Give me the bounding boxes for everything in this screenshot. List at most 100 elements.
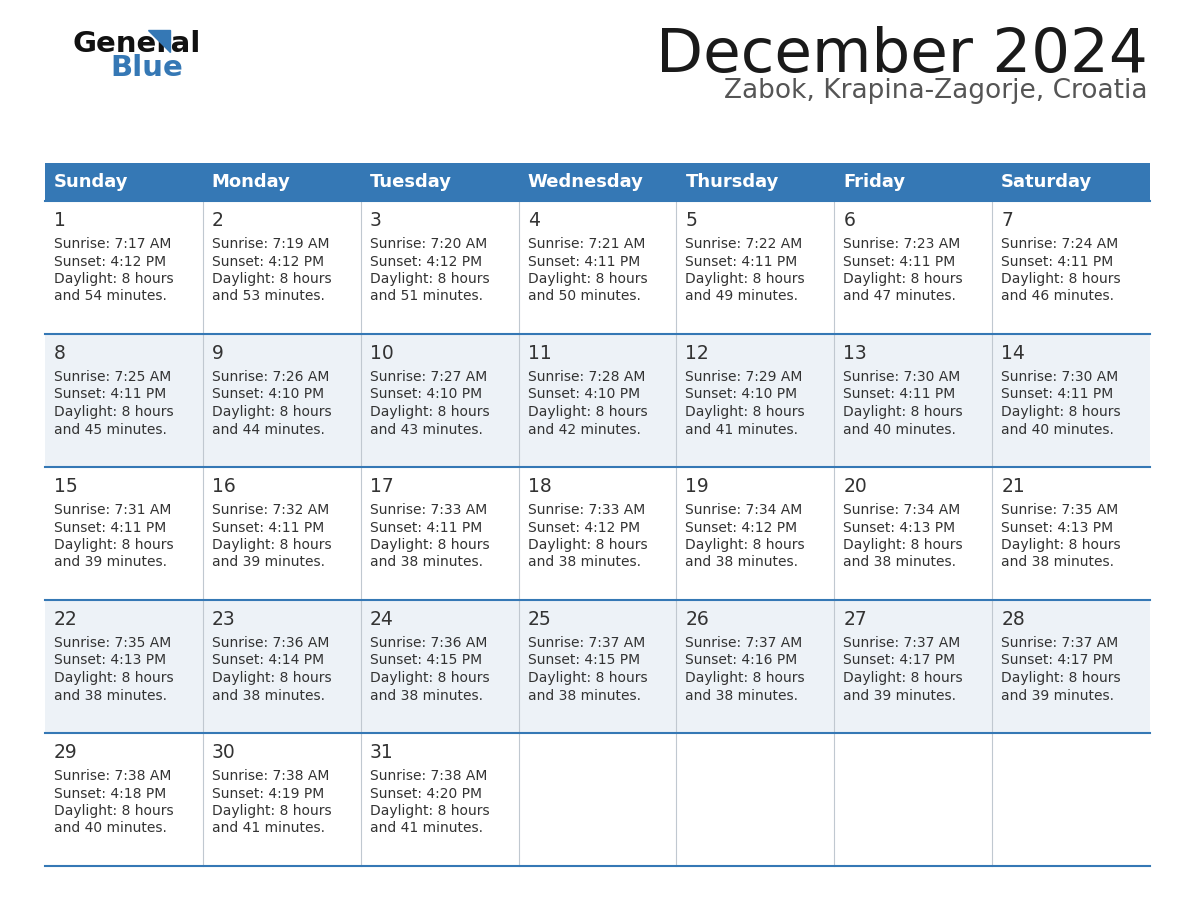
Text: and 38 minutes.: and 38 minutes. [685,688,798,702]
Text: 4: 4 [527,211,539,230]
Text: Daylight: 8 hours: Daylight: 8 hours [53,804,173,818]
Text: Sunset: 4:17 PM: Sunset: 4:17 PM [843,654,955,667]
Text: Zabok, Krapina-Zagorje, Croatia: Zabok, Krapina-Zagorje, Croatia [725,78,1148,104]
Text: Sunset: 4:11 PM: Sunset: 4:11 PM [1001,254,1113,268]
Text: and 38 minutes.: and 38 minutes. [211,688,324,702]
Text: and 42 minutes.: and 42 minutes. [527,422,640,436]
Text: 11: 11 [527,344,551,363]
Text: Sunrise: 7:36 AM: Sunrise: 7:36 AM [211,636,329,650]
Text: Daylight: 8 hours: Daylight: 8 hours [527,272,647,286]
Text: Sunset: 4:18 PM: Sunset: 4:18 PM [53,787,166,800]
Text: and 50 minutes.: and 50 minutes. [527,289,640,304]
Text: 12: 12 [685,344,709,363]
Text: Sunset: 4:11 PM: Sunset: 4:11 PM [843,254,955,268]
Text: 30: 30 [211,743,235,762]
Text: Sunrise: 7:21 AM: Sunrise: 7:21 AM [527,237,645,251]
Text: Sunrise: 7:33 AM: Sunrise: 7:33 AM [527,503,645,517]
Text: Daylight: 8 hours: Daylight: 8 hours [211,804,331,818]
Text: and 40 minutes.: and 40 minutes. [1001,422,1114,436]
Text: Sunset: 4:10 PM: Sunset: 4:10 PM [369,387,482,401]
Text: Sunset: 4:15 PM: Sunset: 4:15 PM [527,654,639,667]
Text: Tuesday: Tuesday [369,173,451,191]
Text: 26: 26 [685,610,709,629]
Text: Daylight: 8 hours: Daylight: 8 hours [685,405,805,419]
Text: Sunset: 4:11 PM: Sunset: 4:11 PM [685,254,797,268]
Text: Sunrise: 7:37 AM: Sunrise: 7:37 AM [1001,636,1118,650]
Text: Daylight: 8 hours: Daylight: 8 hours [53,405,173,419]
Text: Daylight: 8 hours: Daylight: 8 hours [685,538,805,552]
Text: and 38 minutes.: and 38 minutes. [369,555,482,569]
Text: Sunset: 4:12 PM: Sunset: 4:12 PM [685,521,797,534]
Text: Daylight: 8 hours: Daylight: 8 hours [527,671,647,685]
Text: Daylight: 8 hours: Daylight: 8 hours [843,272,963,286]
Text: and 38 minutes.: and 38 minutes. [527,688,640,702]
Text: Sunset: 4:12 PM: Sunset: 4:12 PM [211,254,324,268]
Text: 23: 23 [211,610,235,629]
Text: Sunrise: 7:37 AM: Sunrise: 7:37 AM [685,636,803,650]
Text: Sunrise: 7:20 AM: Sunrise: 7:20 AM [369,237,487,251]
Text: Sunrise: 7:31 AM: Sunrise: 7:31 AM [53,503,171,517]
Text: 21: 21 [1001,477,1025,496]
Text: Sunrise: 7:28 AM: Sunrise: 7:28 AM [527,370,645,384]
Text: Friday: Friday [843,173,905,191]
Text: December 2024: December 2024 [656,26,1148,85]
Bar [676,163,834,201]
Text: 3: 3 [369,211,381,230]
Text: Sunrise: 7:30 AM: Sunrise: 7:30 AM [843,370,961,384]
Text: Sunset: 4:11 PM: Sunset: 4:11 PM [53,387,166,401]
Text: Daylight: 8 hours: Daylight: 8 hours [369,804,489,818]
Text: and 39 minutes.: and 39 minutes. [211,555,324,569]
Text: Sunrise: 7:19 AM: Sunrise: 7:19 AM [211,237,329,251]
Text: Sunrise: 7:30 AM: Sunrise: 7:30 AM [1001,370,1118,384]
Text: Daylight: 8 hours: Daylight: 8 hours [211,405,331,419]
Text: Sunrise: 7:17 AM: Sunrise: 7:17 AM [53,237,171,251]
Text: and 54 minutes.: and 54 minutes. [53,289,166,304]
Bar [834,163,992,201]
Text: and 41 minutes.: and 41 minutes. [685,422,798,436]
Text: 9: 9 [211,344,223,363]
Text: and 39 minutes.: and 39 minutes. [53,555,168,569]
Text: Sunrise: 7:25 AM: Sunrise: 7:25 AM [53,370,171,384]
Text: 15: 15 [53,477,77,496]
Text: Sunrise: 7:38 AM: Sunrise: 7:38 AM [53,769,171,783]
Text: and 39 minutes.: and 39 minutes. [843,688,956,702]
Text: Sunset: 4:10 PM: Sunset: 4:10 PM [685,387,797,401]
Text: Sunset: 4:12 PM: Sunset: 4:12 PM [369,254,482,268]
Text: 13: 13 [843,344,867,363]
Text: Thursday: Thursday [685,173,779,191]
Text: Daylight: 8 hours: Daylight: 8 hours [211,538,331,552]
Text: 27: 27 [843,610,867,629]
Text: and 38 minutes.: and 38 minutes. [369,688,482,702]
Text: 28: 28 [1001,610,1025,629]
Text: and 49 minutes.: and 49 minutes. [685,289,798,304]
Text: Sunset: 4:10 PM: Sunset: 4:10 PM [211,387,324,401]
Text: 1: 1 [53,211,65,230]
Text: Daylight: 8 hours: Daylight: 8 hours [53,538,173,552]
Bar [45,201,1150,334]
Bar [45,733,1150,866]
Text: Daylight: 8 hours: Daylight: 8 hours [685,272,805,286]
Text: 14: 14 [1001,344,1025,363]
Text: Sunrise: 7:37 AM: Sunrise: 7:37 AM [843,636,961,650]
Text: and 38 minutes.: and 38 minutes. [1001,555,1114,569]
Text: Daylight: 8 hours: Daylight: 8 hours [527,405,647,419]
Text: Sunrise: 7:35 AM: Sunrise: 7:35 AM [1001,503,1118,517]
Text: and 41 minutes.: and 41 minutes. [211,822,324,835]
Text: Daylight: 8 hours: Daylight: 8 hours [211,272,331,286]
Text: Daylight: 8 hours: Daylight: 8 hours [1001,671,1120,685]
Text: and 41 minutes.: and 41 minutes. [369,822,482,835]
Text: Sunrise: 7:37 AM: Sunrise: 7:37 AM [527,636,645,650]
Text: Sunset: 4:15 PM: Sunset: 4:15 PM [369,654,482,667]
Text: Sunrise: 7:22 AM: Sunrise: 7:22 AM [685,237,803,251]
Polygon shape [148,30,170,52]
Text: and 44 minutes.: and 44 minutes. [211,422,324,436]
Text: Sunset: 4:11 PM: Sunset: 4:11 PM [369,521,482,534]
Text: 31: 31 [369,743,393,762]
Text: Sunrise: 7:29 AM: Sunrise: 7:29 AM [685,370,803,384]
Text: and 38 minutes.: and 38 minutes. [53,688,168,702]
Text: 24: 24 [369,610,393,629]
Text: and 38 minutes.: and 38 minutes. [685,555,798,569]
Text: Sunrise: 7:32 AM: Sunrise: 7:32 AM [211,503,329,517]
Text: Daylight: 8 hours: Daylight: 8 hours [369,538,489,552]
Text: Daylight: 8 hours: Daylight: 8 hours [843,405,963,419]
